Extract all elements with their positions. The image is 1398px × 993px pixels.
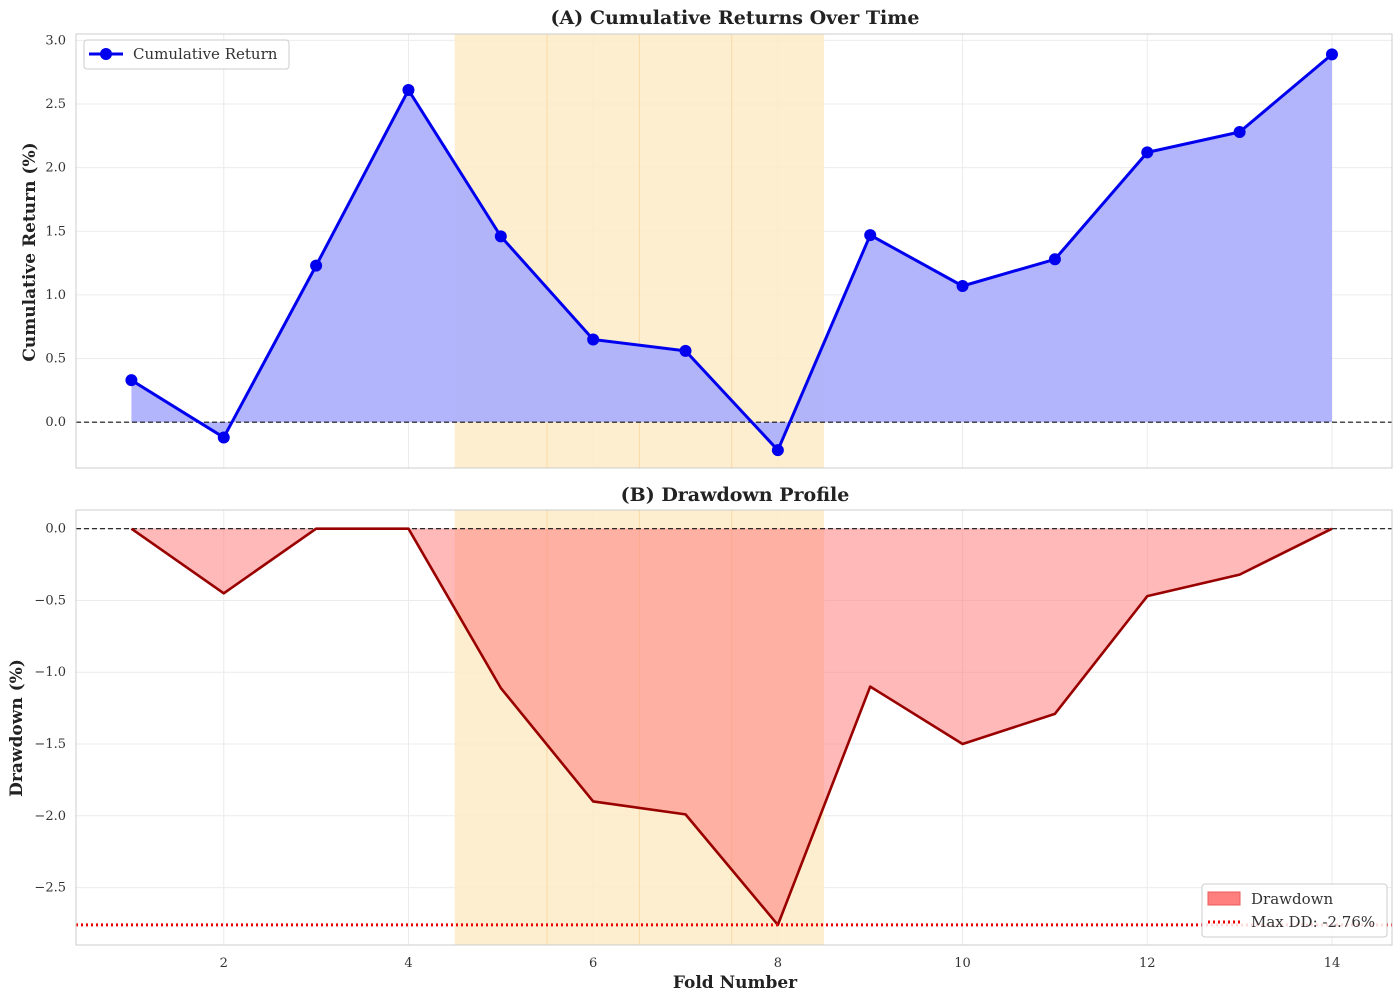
panel-a-legend: Cumulative Return — [83, 39, 290, 70]
series-area — [131, 528, 1332, 925]
y-tick-label: 2.5 — [45, 97, 66, 112]
x-tick-label: 10 — [954, 956, 971, 971]
data-point-fold-12 — [1141, 146, 1154, 159]
series-line — [130, 53, 1333, 452]
data-point-fold-10 — [956, 280, 969, 292]
data-point-fold-4 — [402, 84, 415, 96]
panel-b-title: (B) Drawdown Profile — [621, 484, 850, 506]
x-tick-label: 8 — [774, 956, 782, 971]
x-tick-label: 2 — [220, 956, 228, 971]
data-point-fold-1 — [125, 374, 138, 387]
data-point-fold-11 — [1048, 253, 1061, 266]
data-point-fold-13 — [1233, 126, 1246, 138]
data-point-fold-9 — [864, 229, 877, 242]
panel-b-y-axis-label: Drawdown (%) — [7, 659, 27, 797]
panel-a: (A) Cumulative Returns Over Time Cumulat… — [20, 7, 1393, 469]
panel-b-plot — [76, 527, 1392, 927]
y-tick-label: 0.0 — [45, 522, 66, 537]
series-area — [131, 54, 1332, 451]
y-tick-label: −2.0 — [34, 809, 66, 824]
panel-b-legend: Drawdown Max DD: -2.76% — [1201, 883, 1388, 938]
data-point-fold-3 — [310, 259, 323, 272]
panel-b-x-ticks: 2 4 6 8 10 12 14 — [220, 956, 1341, 971]
data-point-fold-8 — [771, 444, 784, 457]
data-point-fold-7 — [679, 344, 692, 357]
panel-a-legend-box — [83, 39, 290, 70]
y-tick-label: −1.5 — [34, 737, 66, 752]
panel-b: (B) Drawdown Profile Drawdown (%) Fold N… — [7, 484, 1393, 993]
x-tick-label: 12 — [1139, 956, 1156, 971]
x-tick-label: 4 — [404, 956, 412, 971]
data-point-fold-5 — [494, 230, 507, 243]
y-tick-label: 0.0 — [45, 415, 66, 430]
y-tick-label: 2.0 — [45, 161, 66, 176]
legend-drawdown-swatch-icon — [1207, 891, 1241, 906]
panel-b-y-ticks: 0.0 −0.5 −1.0 −1.5 −2.0 −2.5 — [34, 522, 66, 896]
x-axis-label: Fold Number — [673, 973, 798, 993]
panel-a-plot — [76, 48, 1392, 457]
y-tick-label: −0.5 — [34, 593, 66, 608]
panel-a-y-ticks: 0.0 0.5 1.0 1.5 2.0 2.5 3.0 — [45, 33, 66, 430]
panel-a-frame — [75, 33, 1393, 469]
panel-a-legend-label: Cumulative Return — [133, 45, 278, 63]
y-tick-label: 3.0 — [45, 33, 66, 48]
x-tick-label: 14 — [1324, 956, 1341, 971]
legend-drawdown-label: Drawdown — [1251, 890, 1333, 908]
panel-b-legend-box — [1201, 883, 1388, 938]
panel-b-frame — [75, 509, 1393, 946]
legend-marker-icon — [100, 48, 112, 60]
y-tick-label: 1.0 — [45, 288, 66, 303]
panel-a-title: (A) Cumulative Returns Over Time — [551, 7, 920, 29]
data-point-fold-6 — [587, 333, 600, 346]
y-tick-label: 0.5 — [45, 352, 66, 367]
y-tick-label: −2.5 — [34, 881, 66, 896]
panel-a-y-axis-label: Cumulative Return (%) — [20, 142, 40, 361]
data-point-fold-2 — [217, 431, 230, 444]
series-line — [130, 527, 1333, 927]
y-tick-label: 1.5 — [45, 224, 66, 239]
y-tick-label: −1.0 — [34, 665, 66, 680]
legend-max-dd-label: Max DD: -2.76% — [1251, 913, 1375, 931]
x-tick-label: 6 — [589, 956, 597, 971]
data-point-fold-14 — [1325, 48, 1338, 61]
